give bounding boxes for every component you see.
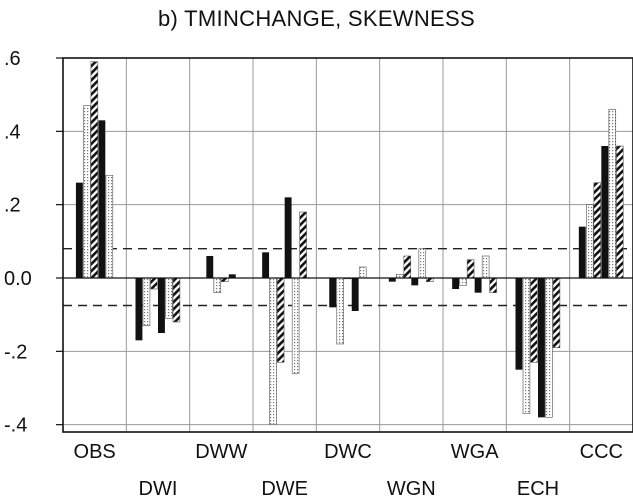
- x-category-label: DWW: [195, 441, 247, 463]
- bar-ech-4: [538, 278, 545, 418]
- bar-ech-3: [530, 277, 538, 363]
- bar-dwi-2: [142, 277, 151, 326]
- bar-ccc-3: [593, 182, 602, 279]
- bar-wga-1: [452, 278, 460, 289]
- x-category-label: ECH: [517, 478, 559, 500]
- bar-obs-2: [83, 105, 91, 279]
- y-tick-label: .4: [4, 121, 21, 143]
- bar-dwi-5: [165, 277, 173, 319]
- bars: [75, 61, 624, 425]
- bar-dwe-2: [269, 277, 277, 425]
- bar-obs-3: [90, 61, 99, 279]
- bar-dwc-2: [336, 277, 344, 345]
- x-category-label: WGA: [451, 441, 499, 463]
- bar-wgn-1: [388, 278, 396, 282]
- bar-dwc-5: [358, 266, 367, 279]
- chart-title: b) TMINCHANGE, SKEWNESS: [158, 6, 475, 31]
- y-tick-label: .6: [4, 48, 21, 70]
- x-category-label: OBS: [74, 441, 116, 463]
- bar-ccc-5: [608, 109, 617, 279]
- bar-wgn-5: [418, 248, 427, 279]
- bar-dwi-4: [158, 278, 165, 333]
- bar-dww-4: [228, 274, 236, 278]
- x-category-label: CCC: [580, 441, 623, 463]
- bar-dwe-6: [299, 211, 307, 279]
- bar-dwe-1: [262, 252, 270, 278]
- bar-obs-5: [105, 175, 114, 279]
- bar-wga-2: [459, 277, 467, 286]
- bar-wgn-4: [411, 278, 419, 286]
- bar-ccc-1: [578, 226, 586, 278]
- bar-ccc-6: [616, 145, 624, 279]
- y-tick-label: 0.0: [4, 268, 32, 290]
- bar-ccc-4: [601, 146, 609, 278]
- x-category-label: WGN: [387, 478, 436, 500]
- bar-ech-6: [552, 277, 561, 348]
- bar-dwi-1: [135, 278, 143, 341]
- y-tick-label: .2: [4, 195, 21, 217]
- axes: [62, 57, 633, 433]
- bar-dwc-4: [351, 278, 359, 311]
- bar-obs-1: [75, 182, 83, 278]
- x-category-label: DWI: [139, 478, 178, 500]
- bar-obs-4: [98, 120, 106, 278]
- x-category-label: DWE: [261, 478, 308, 500]
- bar-dww-1: [206, 256, 214, 278]
- bar-ccc-2: [586, 204, 594, 279]
- bar-dwi-3: [150, 277, 158, 290]
- bar-wga-4: [474, 278, 482, 293]
- bar-wgn-3: [403, 255, 412, 279]
- grid: [63, 57, 633, 432]
- bar-dww-2: [213, 277, 222, 293]
- bar-dwe-5: [291, 277, 300, 374]
- bar-wga-5: [481, 255, 490, 279]
- bar-wga-3: [466, 259, 475, 279]
- plot-frame: [62, 57, 633, 433]
- bar-dwe-4: [284, 197, 292, 278]
- bar-dwi-6: [172, 277, 181, 323]
- y-tick-label: -.4: [4, 415, 27, 437]
- bar-wga-6: [489, 277, 497, 293]
- y-tick-label: -.2: [4, 341, 27, 363]
- bar-ech-1: [515, 278, 523, 370]
- x-category-label: DWC: [324, 441, 372, 463]
- bar-ech-2: [522, 277, 531, 414]
- bar-ech-5: [545, 277, 553, 418]
- labels: .6 .4 .2 0.0 -.2 -.4 OBS DWI DWW DWE DWC WGN WGA ECH C…: [4, 48, 623, 500]
- bar-dwe-3: [276, 277, 285, 363]
- bar-dwc-1: [329, 278, 337, 308]
